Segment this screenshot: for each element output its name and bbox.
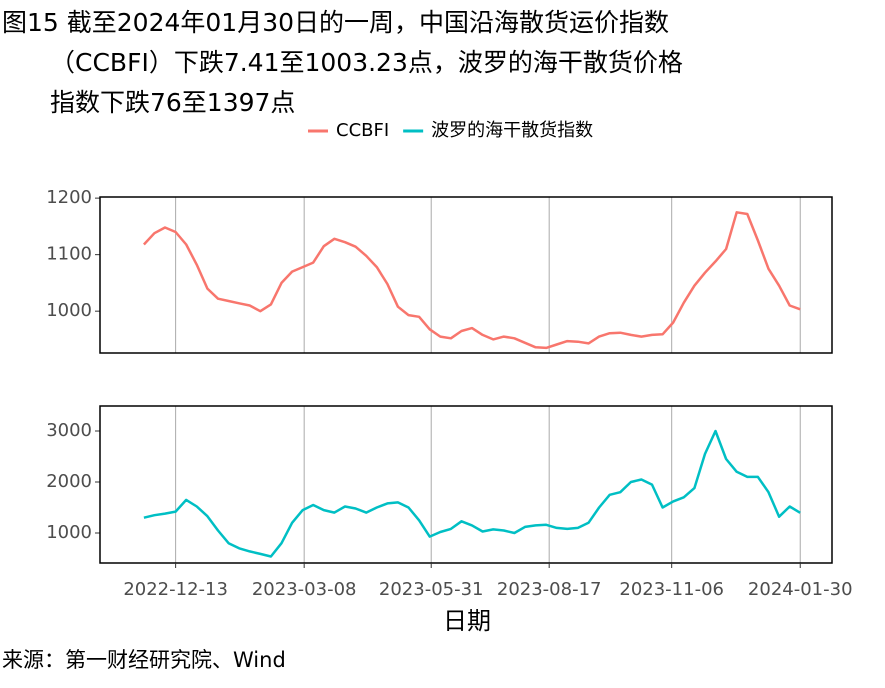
panel-frame [99,405,833,564]
y-tick-label: 3000 [46,420,92,441]
x-tick-label: 2022-12-13 [123,579,228,600]
source: 来源：第一财经研究院、Wind [2,648,286,672]
y-tick-label: 1100 [46,244,92,265]
series-line [142,211,801,350]
legend-label: CCBFI [336,120,389,141]
x-tick-label: 2023-05-31 [379,579,484,600]
x-axis-label: 日期 [443,607,491,635]
x-tick-label: 2023-03-08 [252,579,357,600]
series-line [143,429,801,558]
y-tick-label: 1000 [46,522,92,543]
chart-title: 图15 截至2024年01月30日的一周，中国沿海散货运价指数 [2,8,669,37]
y-tick-label: 1200 [46,187,92,208]
chart-title: 指数下跌76至1397点 [50,88,295,117]
y-tick-label: 2000 [46,471,92,492]
x-tick-label: 2023-11-06 [619,579,724,600]
x-tick-label: 2024-01-30 [748,579,853,600]
y-tick-label: 1000 [46,300,92,321]
panel-frame [99,196,833,354]
legend-label: 波罗的海干散货指数 [431,120,593,141]
chart-title: （CCBFI）下跌7.41至1003.23点，波罗的海干散货价格 [50,48,683,77]
x-tick-label: 2023-08-17 [497,579,602,600]
